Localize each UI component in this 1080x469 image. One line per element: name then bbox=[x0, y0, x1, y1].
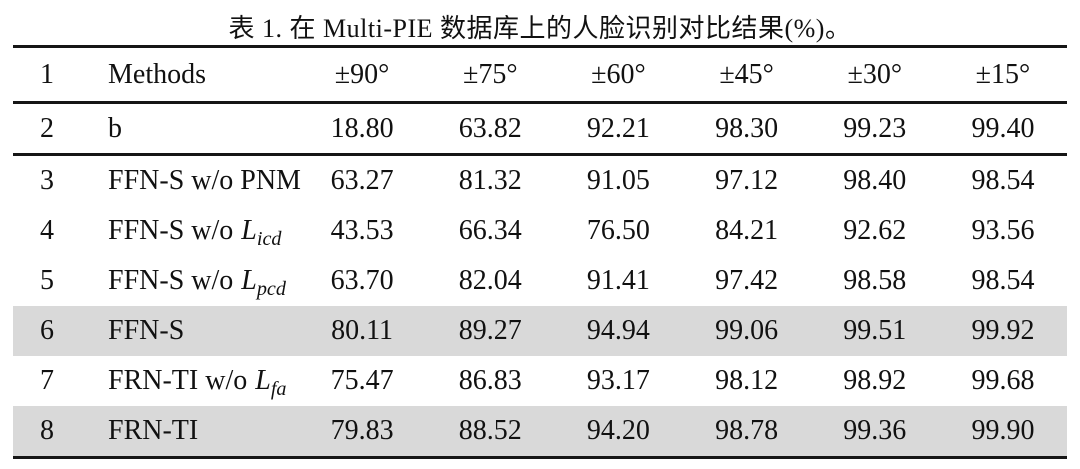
value-cell: 98.78 bbox=[715, 415, 779, 446]
value-cell: 99.51 bbox=[843, 315, 907, 346]
method-label: FFN-S w/o PNM bbox=[108, 165, 301, 196]
loss-letter: L bbox=[241, 215, 257, 246]
value-cell: 75.47 bbox=[330, 365, 394, 396]
table-row: 7 FRN-TI w/o Lfa 75.47 86.83 93.17 98.12 98.92 9… bbox=[13, 356, 1067, 406]
loss-symbol: Licd bbox=[241, 215, 281, 249]
method-cell: FFN-S w/o PNM bbox=[108, 165, 301, 196]
value-cell: 18.80 bbox=[330, 112, 394, 144]
value-cell: 99.36 bbox=[843, 415, 907, 446]
row-number-cell: 5 bbox=[40, 265, 54, 296]
method-cell: Methods bbox=[108, 58, 298, 90]
row-number-cell: 1 bbox=[40, 58, 54, 90]
value-cell: 63.27 bbox=[330, 165, 394, 196]
method-label: FRN-TI bbox=[108, 415, 199, 446]
table-row: 5 FFN-S w/o Lpcd 63.70 82.04 91.41 97.42 98.58 9… bbox=[13, 256, 1067, 306]
loss-subscript: fa bbox=[270, 377, 287, 400]
value-cell: 99.90 bbox=[971, 415, 1035, 446]
value-cell: 99.40 bbox=[971, 112, 1035, 144]
value-cell: 89.27 bbox=[458, 315, 522, 346]
value-cell: 98.54 bbox=[971, 265, 1035, 296]
value-cell: 43.53 bbox=[330, 215, 394, 246]
table-row: 8 FRN-TI 79.83 88.52 94.20 98.78 99.36 99.90 bbox=[13, 406, 1067, 456]
rule-after-baseline bbox=[13, 153, 1067, 156]
value-cell: 98.40 bbox=[843, 165, 907, 196]
method-label: FRN-TI w/o bbox=[108, 365, 248, 396]
value-cell: 98.30 bbox=[715, 112, 779, 144]
value-cell: 99.06 bbox=[715, 315, 779, 346]
value-cell: 63.70 bbox=[330, 265, 394, 296]
method-label: FFN-S w/o bbox=[108, 215, 234, 246]
value-cell: 80.11 bbox=[331, 315, 394, 346]
loss-symbol: Lfa bbox=[255, 365, 286, 399]
method-cell: FRN-TI w/o Lfa bbox=[108, 365, 298, 399]
header-row: 1 Methods ±90° ±75° ±60° ±45° ±30° ±15° bbox=[13, 48, 1067, 101]
value-cell: ±15° bbox=[975, 58, 1031, 90]
value-cell: ±45° bbox=[719, 58, 774, 90]
table-row: 4 FFN-S w/o Licd 43.53 66.34 76.50 84.21 92.62 9… bbox=[13, 206, 1067, 256]
value-cell: 98.54 bbox=[971, 165, 1035, 196]
value-cell: 94.20 bbox=[586, 415, 650, 446]
value-cell: 99.68 bbox=[971, 365, 1035, 396]
value-cell: 86.83 bbox=[458, 365, 522, 396]
value-cell: 93.56 bbox=[971, 215, 1035, 246]
value-cell: 76.50 bbox=[586, 215, 650, 246]
header-row-group: 1 Methods ±90° ±75° ±60° ±45° ±30° ±15° bbox=[13, 48, 1067, 101]
method-label: FFN-S bbox=[108, 315, 185, 346]
loss-subscript: icd bbox=[256, 227, 282, 250]
value-cell: 93.17 bbox=[586, 365, 650, 396]
loss-subscript: pcd bbox=[256, 277, 286, 300]
method-label: b bbox=[108, 112, 122, 144]
table-row: 3 FFN-S w/o PNM 63.27 81.32 91.05 97.12 98.40 9… bbox=[13, 156, 1067, 206]
body-row-group: 3 FFN-S w/o PNM 63.27 81.32 91.05 97.12 98.40 9… bbox=[13, 156, 1067, 456]
value-cell: 97.42 bbox=[715, 265, 779, 296]
rule-top bbox=[13, 45, 1067, 48]
row-number-cell: 8 bbox=[40, 415, 54, 446]
loss-letter: L bbox=[255, 365, 271, 396]
table-row: 2 b 18.80 63.82 92.21 98.30 99.23 99.40 bbox=[13, 104, 1067, 153]
method-cell: FFN-S w/o Licd bbox=[108, 215, 298, 249]
value-cell: 91.05 bbox=[586, 165, 650, 196]
loss-symbol: Lpcd bbox=[241, 265, 286, 299]
value-cell: 98.92 bbox=[843, 365, 907, 396]
value-cell: 98.58 bbox=[843, 265, 907, 296]
value-cell: ±90° bbox=[334, 58, 390, 90]
table-caption: 表 1. 在 Multi-PIE 数据库上的人脸识别对比结果(%)。 bbox=[228, 14, 852, 43]
value-cell: 94.94 bbox=[586, 315, 650, 346]
method-cell: FFN-S bbox=[108, 317, 298, 345]
value-cell: 91.41 bbox=[586, 265, 650, 296]
value-cell: ±60° bbox=[591, 58, 646, 90]
value-cell: 92.62 bbox=[843, 215, 907, 246]
method-cell: FRN-TI bbox=[108, 417, 298, 445]
value-cell: ±75° bbox=[462, 58, 518, 90]
row-number-cell: 2 bbox=[40, 112, 54, 144]
value-cell: 99.92 bbox=[971, 315, 1035, 346]
value-cell: 97.12 bbox=[715, 165, 779, 196]
rule-bottom bbox=[13, 456, 1067, 459]
value-cell: 99.23 bbox=[843, 112, 907, 144]
value-cell: 82.04 bbox=[458, 265, 522, 296]
value-cell: 98.12 bbox=[715, 365, 779, 396]
baseline-row-group: 2 b 18.80 63.82 92.21 98.30 99.23 99.40 bbox=[13, 104, 1067, 153]
value-cell: 92.21 bbox=[586, 112, 650, 144]
results-table: 1 Methods ±90° ±75° ±60° ±45° ±30° ±15° 2 b 18.80… bbox=[13, 45, 1067, 459]
row-number-cell: 4 bbox=[40, 215, 54, 246]
loss-letter: L bbox=[241, 265, 257, 296]
method-cell: FFN-S w/o Lpcd bbox=[108, 265, 298, 299]
value-cell: 81.32 bbox=[458, 165, 522, 196]
value-cell: 79.83 bbox=[330, 415, 394, 446]
row-number-cell: 7 bbox=[40, 365, 54, 396]
value-cell: ±30° bbox=[847, 58, 903, 90]
value-cell: 84.21 bbox=[715, 215, 779, 246]
method-cell: b bbox=[108, 112, 298, 144]
row-number-cell: 6 bbox=[40, 315, 54, 346]
value-cell: 63.82 bbox=[458, 112, 522, 144]
value-cell: 66.34 bbox=[458, 215, 522, 246]
row-number-cell: 3 bbox=[40, 165, 54, 196]
method-label: Methods bbox=[108, 58, 206, 90]
value-cell: 88.52 bbox=[458, 415, 522, 446]
method-label: FFN-S w/o bbox=[108, 265, 234, 296]
table-row: 6 FFN-S 80.11 89.27 94.94 99.06 99.51 99.92 bbox=[13, 306, 1067, 356]
rule-after-header bbox=[13, 101, 1067, 104]
